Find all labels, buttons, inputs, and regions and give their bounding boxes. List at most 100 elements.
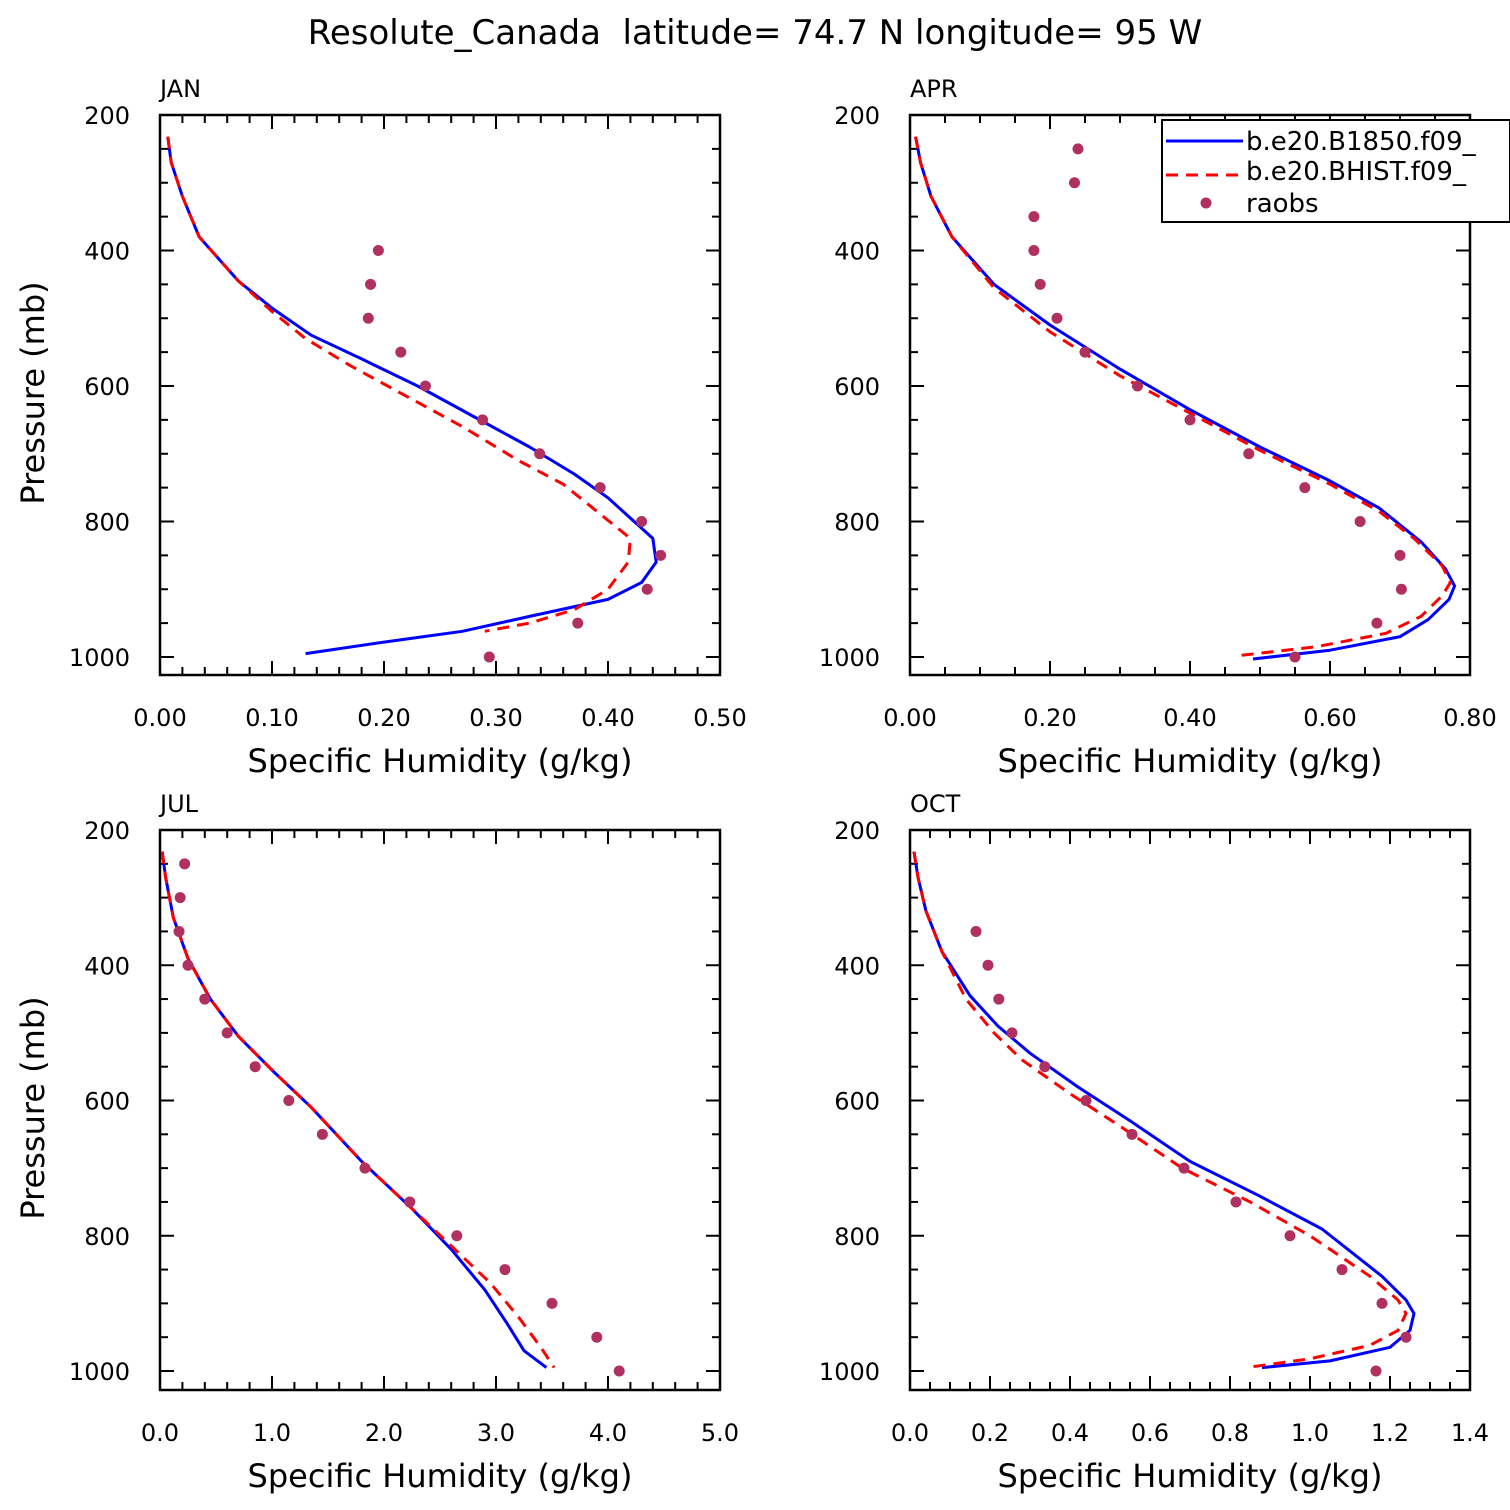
jan-xtick-label: 0.30 (469, 704, 522, 732)
apr-raobs-point (1395, 583, 1407, 595)
apr-raobs-point (1028, 211, 1040, 223)
oct-xtick-label: 1.0 (1291, 1419, 1329, 1447)
apr-ytick-label: 1000 (819, 644, 880, 672)
jan-raobs-point (641, 583, 653, 595)
apr-ytick-label: 400 (834, 238, 880, 266)
apr-raobs-point (1034, 278, 1046, 290)
jul-raobs-point (179, 858, 191, 870)
jul-y-axis-label: Pressure (mb) (14, 996, 52, 1219)
jan-y-axis-label: Pressure (mb) (14, 281, 52, 504)
panel-apr: APR 200 400 600 800 1000 0.00 0.20 0.40 0.60 0.80 S… (819, 75, 1497, 780)
jan-xtick-label: 0.40 (581, 704, 634, 732)
oct-raobs-point (982, 959, 994, 971)
apr-raobs-point (1069, 177, 1080, 189)
jan-ytick-label: 200 (84, 102, 130, 130)
jan-x-axis-label: Specific Humidity (g/kg) (248, 742, 633, 780)
jan-raobs-point (594, 482, 606, 494)
oct-raobs-point (1376, 1297, 1388, 1309)
jan-raobs-point (395, 346, 407, 358)
jan-xtick-label: 0.10 (245, 704, 298, 732)
apr-ytick-label: 800 (834, 509, 880, 537)
apr-panel-label: APR (910, 75, 958, 103)
apr-ytick-label: 200 (834, 102, 880, 130)
apr-xtick-label: 0.80 (1443, 704, 1496, 732)
oct-xtick-label: 0.8 (1211, 1419, 1249, 1447)
jul-plot-frame (158, 828, 722, 1392)
jul-x-axis-label: Specific Humidity (g/kg) (248, 1457, 633, 1495)
figure-title: Resolute_Canada latitude= 74.7 N longitu… (308, 13, 1202, 53)
apr-xtick-label: 0.20 (1023, 704, 1076, 732)
jan-raobs-point (483, 651, 495, 663)
legend: b.e20.B1850.f09_ b.e20.BHIST.f09_ raobs (1161, 119, 1510, 223)
oct-xtick-label: 1.4 (1451, 1419, 1489, 1447)
apr-raobs-point (1072, 143, 1084, 155)
apr-raobs-point (1354, 516, 1366, 527)
apr-raobs-point (1079, 346, 1091, 358)
apr-bhist-line (914, 136, 1452, 658)
jan-raobs-point (534, 448, 546, 460)
jan-ytick-label: 800 (84, 509, 130, 537)
jul-raobs-point (173, 925, 185, 937)
jul-raobs-point (316, 1128, 328, 1140)
jan-raobs-point (362, 312, 374, 324)
apr-raobs-point (1371, 617, 1383, 629)
jul-xtick-label: 2.0 (365, 1419, 403, 1447)
oct-xtick-label: 0.6 (1131, 1419, 1169, 1447)
oct-raobs-point (1336, 1264, 1348, 1276)
oct-ytick-label: 800 (834, 1223, 880, 1251)
oct-raobs-point (1400, 1331, 1412, 1343)
apr-raobs-point (1289, 651, 1301, 663)
oct-ytick-label: 400 (834, 952, 880, 980)
jan-raobs-point (572, 617, 584, 629)
panel-oct: OCT 200 400 600 800 1000 0.0 0.2 0.4 0.6 0.8 1.0 1.2… (819, 790, 1489, 1495)
oct-raobs-point (1039, 1061, 1051, 1073)
oct-raobs-point (1126, 1128, 1138, 1140)
jul-xtick-label: 1.0 (253, 1419, 291, 1447)
apr-raobs-point (1184, 414, 1196, 426)
jan-bhist-line (166, 136, 632, 633)
jan-xtick-label: 0.50 (693, 704, 746, 732)
jul-raobs-point (182, 959, 194, 971)
jan-raobs-point (655, 549, 667, 561)
legend-label-raobs: raobs (1246, 189, 1319, 219)
jul-xtick-label: 4.0 (589, 1419, 627, 1447)
apr-raobs-point (1028, 245, 1040, 256)
jan-raobs-point (477, 414, 489, 426)
jan-plot-frame (158, 113, 722, 677)
jul-ytick-label: 200 (84, 817, 130, 845)
jul-raobs-point (174, 892, 186, 904)
oct-data-area (912, 851, 1416, 1377)
oct-xtick-label: 0.4 (1051, 1419, 1089, 1447)
oct-xtick-label: 0.2 (971, 1419, 1009, 1447)
jul-raobs-point (451, 1230, 463, 1242)
apr-x-axis-label: Specific Humidity (g/kg) (998, 742, 1383, 780)
oct-raobs-point (1080, 1095, 1092, 1106)
legend-box (1161, 119, 1510, 223)
jul-xtick-label: 0.0 (141, 1419, 179, 1447)
apr-data-area (914, 136, 1457, 663)
jul-ytick-label: 1000 (69, 1358, 130, 1386)
apr-raobs-point (1394, 549, 1406, 561)
jul-ytick-label: 600 (84, 1088, 130, 1116)
oct-raobs-point (1006, 1027, 1018, 1039)
apr-raobs-point (1243, 448, 1255, 460)
jul-raobs-point (249, 1061, 261, 1073)
jul-raobs-point (359, 1162, 371, 1174)
jul-raobs-point (221, 1027, 233, 1039)
jan-raobs-point (636, 516, 648, 527)
jul-data-area (160, 851, 625, 1377)
oct-ytick-label: 200 (834, 817, 880, 845)
jan-xtick-label: 0.20 (357, 704, 410, 732)
apr-xtick-label: 0.60 (1303, 704, 1356, 732)
legend-label-model1: b.e20.B1850.f09_ (1246, 127, 1477, 157)
jul-ytick-label: 800 (84, 1223, 130, 1251)
oct-xtick-label: 1.2 (1371, 1419, 1409, 1447)
legend-marker-raobs (1200, 197, 1212, 209)
oct-raobs-point (1178, 1162, 1190, 1174)
jul-raobs-point (613, 1365, 625, 1377)
oct-raobs-point (970, 925, 982, 937)
apr-xtick-label: 0.40 (1163, 704, 1216, 732)
jul-raobs-point (546, 1297, 558, 1309)
jul-xtick-label: 3.0 (477, 1419, 515, 1447)
